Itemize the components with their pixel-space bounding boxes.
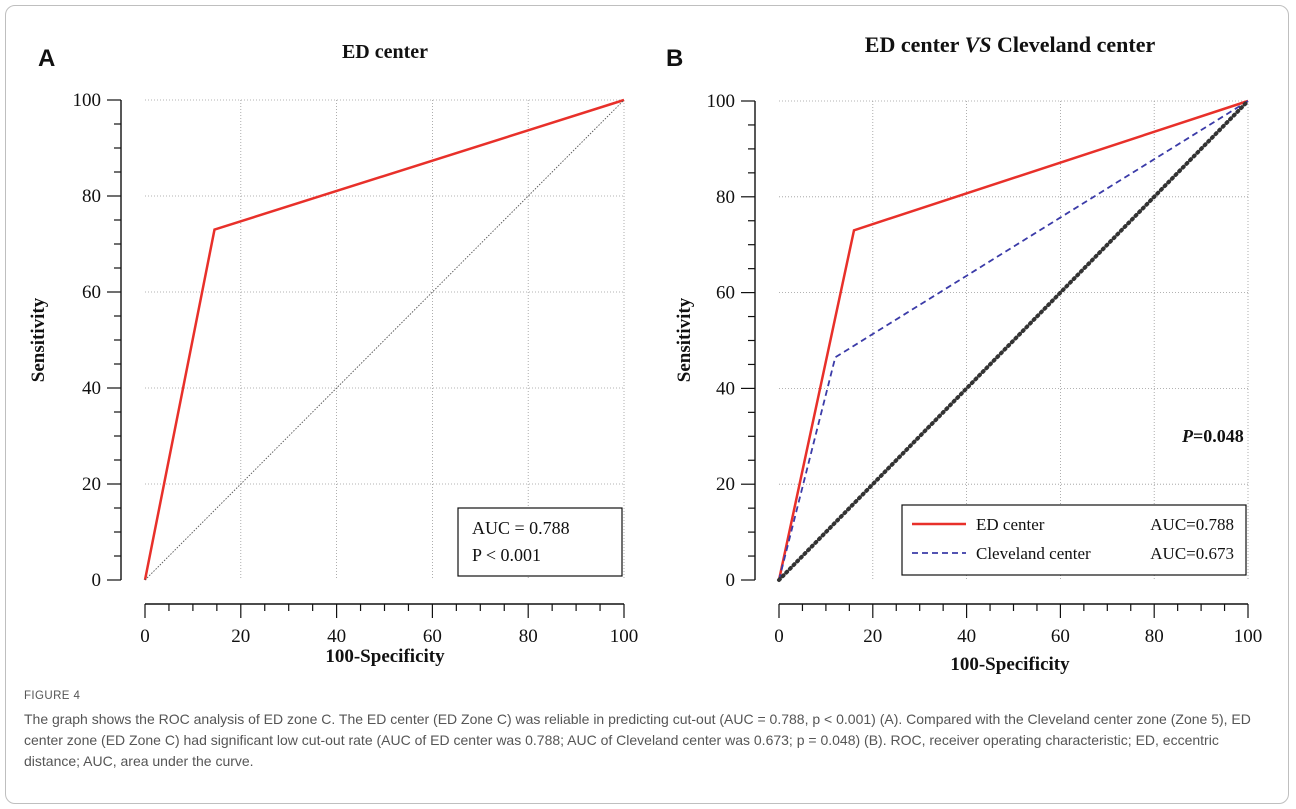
panel-b-title-vs: VS (965, 32, 992, 57)
panel-a-label: A (38, 45, 55, 72)
panel-b-xlabel: 100-Specificity (950, 654, 1070, 675)
panel-a-ylabel: Sensitivity (28, 297, 49, 382)
panel-a-y-tick-label-20: 20 (82, 474, 101, 495)
panel-b-x-tick-label-60: 60 (1051, 626, 1070, 647)
panel-b-title: ED center VS Cleveland center (865, 32, 1156, 57)
panel-a-title: ED center (342, 41, 428, 63)
panel-a-x-tick-label-40: 40 (327, 626, 346, 647)
panel-b-series-ed-center (777, 99, 1249, 581)
figure-panels: A ED center 0 20 40 60 80 100 0 20 40 60 80 100 100… (28, 32, 1262, 675)
legend-auc-ed-center: AUC=0.788 (1150, 515, 1234, 534)
panel-b-y-tick-label-60: 60 (716, 283, 735, 304)
panel-b-title-part1: ED center (865, 32, 965, 57)
panel-b-x-tick-label-0: 0 (774, 626, 784, 647)
caption-text: The graph shows the ROC analysis of ED z… (24, 711, 1251, 769)
panel-b-legend: ED center AUC=0.788 Cleveland center AUC… (901, 504, 1247, 576)
panel-b-y-tick-label-20: 20 (716, 474, 735, 495)
figure-caption: FIGURE 4 The graph shows the ROC analysi… (24, 686, 1274, 772)
panel-a-x-tick-label-0: 0 (140, 626, 150, 647)
panel-b-x-tick-label-40: 40 (957, 626, 976, 647)
panel-b-pvalue-p: P (1181, 426, 1194, 446)
panel-b-x-tick-label-80: 80 (1145, 626, 1164, 647)
panel-a-annotation: AUC = 0.788 P < 0.001 (457, 507, 623, 577)
panel-a-series-reference-1 (144, 99, 625, 581)
panel-b-title-part3: Cleveland center (991, 32, 1155, 57)
panel-a-y-tick-label-0: 0 (92, 570, 102, 591)
panel-a-x-tick-label-60: 60 (423, 626, 442, 647)
panel-a-y-tick-label-100: 100 (73, 90, 102, 111)
panel-b-y-tick-label-0: 0 (726, 570, 736, 591)
panel-b-series-reference-2 (777, 99, 1250, 582)
panel-a-y-tick-label-60: 60 (82, 282, 101, 303)
panel-a-y-tick-label-40: 40 (82, 378, 101, 399)
panel-a-x-tick-label-100: 100 (610, 626, 639, 647)
panel-b-pvalue-value: =0.048 (1193, 426, 1244, 446)
legend-auc-cleveland-center: AUC=0.673 (1150, 544, 1234, 563)
panel-b-pvalue: P=0.048 (1181, 426, 1244, 446)
panel-a-plot: 0 20 40 60 80 100 0 20 40 60 80 100 (73, 90, 639, 647)
panel-a-x-tick-label-80: 80 (519, 626, 538, 647)
panel-b-y-tick-label-100: 100 (707, 91, 736, 112)
panel-a-xlabel: 100-Specificity (325, 646, 445, 667)
legend-label-ed-center: ED center (976, 515, 1045, 534)
panel-b-y-tick-label-40: 40 (716, 378, 735, 399)
panel-a-x-tick-label-20: 20 (231, 626, 250, 647)
panel-b-x-tick-label-20: 20 (863, 626, 882, 647)
panel-b-x-tick-label-100: 100 (1234, 626, 1263, 647)
panel-b-y-tick-label-80: 80 (716, 187, 735, 208)
panel-b-ylabel: Sensitivity (674, 297, 695, 382)
panel-b-label: B (666, 45, 683, 72)
panel-a-series-reference-0 (143, 98, 625, 581)
panel-a-auc-text: AUC = 0.788 (472, 518, 570, 538)
legend-label-cleveland-center: Cleveland center (976, 544, 1091, 563)
panel-b-series-cleveland-center (778, 100, 1249, 581)
panel-b: B ED center VS Cleveland center 0 20 40 60 8… (666, 32, 1262, 675)
caption-label: FIGURE 4 (24, 690, 81, 702)
panel-a-p-text: P < 0.001 (472, 545, 541, 565)
figure-frame (5, 5, 1289, 804)
panel-a: A ED center 0 20 40 60 80 100 0 20 40 60 80 100 100… (28, 41, 638, 667)
panel-b-plot: 0 20 40 60 80 100 0 20 40 60 80 100 (707, 91, 1263, 647)
panel-a-y-tick-label-80: 80 (82, 186, 101, 207)
